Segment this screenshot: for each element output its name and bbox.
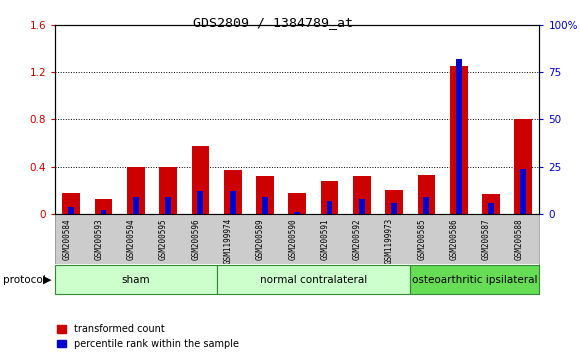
Bar bbox=[127, 167, 144, 214]
Text: GSM200587: GSM200587 bbox=[482, 218, 491, 260]
Bar bbox=[488, 203, 494, 214]
Text: GSM200589: GSM200589 bbox=[256, 218, 265, 260]
Bar bbox=[160, 167, 177, 214]
Text: GSM1199974: GSM1199974 bbox=[224, 218, 233, 264]
Text: GSM200588: GSM200588 bbox=[514, 218, 523, 260]
Bar bbox=[230, 192, 235, 214]
Text: normal contralateral: normal contralateral bbox=[260, 275, 367, 285]
Text: protocol: protocol bbox=[3, 275, 46, 285]
Text: ▶: ▶ bbox=[44, 275, 52, 285]
Bar bbox=[165, 197, 171, 214]
Bar bbox=[353, 176, 371, 214]
Text: GSM1199973: GSM1199973 bbox=[385, 218, 394, 264]
Text: GSM200592: GSM200592 bbox=[353, 218, 362, 260]
Bar bbox=[327, 201, 332, 214]
Bar bbox=[95, 199, 113, 214]
Bar bbox=[55, 266, 216, 294]
Text: sham: sham bbox=[121, 275, 150, 285]
Bar bbox=[63, 193, 80, 214]
Bar bbox=[482, 194, 500, 214]
Bar bbox=[456, 59, 462, 214]
Bar bbox=[68, 207, 74, 214]
Text: GSM200591: GSM200591 bbox=[321, 218, 329, 260]
Bar bbox=[423, 197, 429, 214]
Text: GSM200586: GSM200586 bbox=[450, 218, 459, 260]
Text: GSM200595: GSM200595 bbox=[159, 218, 168, 260]
Bar bbox=[216, 266, 410, 294]
Text: GSM200590: GSM200590 bbox=[288, 218, 297, 260]
Bar bbox=[418, 175, 435, 214]
Bar bbox=[321, 181, 338, 214]
Bar bbox=[100, 210, 107, 214]
Bar bbox=[256, 176, 274, 214]
Bar bbox=[288, 193, 306, 214]
Text: GSM200594: GSM200594 bbox=[127, 218, 136, 260]
Text: GSM200584: GSM200584 bbox=[62, 218, 71, 260]
Bar bbox=[294, 212, 300, 214]
Bar bbox=[514, 119, 532, 214]
Bar bbox=[262, 197, 268, 214]
Text: GSM200585: GSM200585 bbox=[418, 218, 426, 260]
Bar bbox=[410, 266, 539, 294]
Bar bbox=[191, 145, 209, 214]
Bar bbox=[450, 66, 467, 214]
Legend: transformed count, percentile rank within the sample: transformed count, percentile rank withi… bbox=[57, 324, 238, 349]
Bar bbox=[385, 190, 403, 214]
Bar bbox=[133, 197, 139, 214]
Text: GDS2809 / 1384789_at: GDS2809 / 1384789_at bbox=[193, 16, 353, 29]
Text: GSM200593: GSM200593 bbox=[95, 218, 103, 260]
Text: osteoarthritic ipsilateral: osteoarthritic ipsilateral bbox=[412, 275, 538, 285]
Bar bbox=[391, 203, 397, 214]
Bar bbox=[359, 199, 365, 214]
Bar bbox=[520, 169, 526, 214]
Text: GSM200596: GSM200596 bbox=[191, 218, 201, 260]
Bar bbox=[224, 170, 241, 214]
Bar bbox=[197, 192, 204, 214]
